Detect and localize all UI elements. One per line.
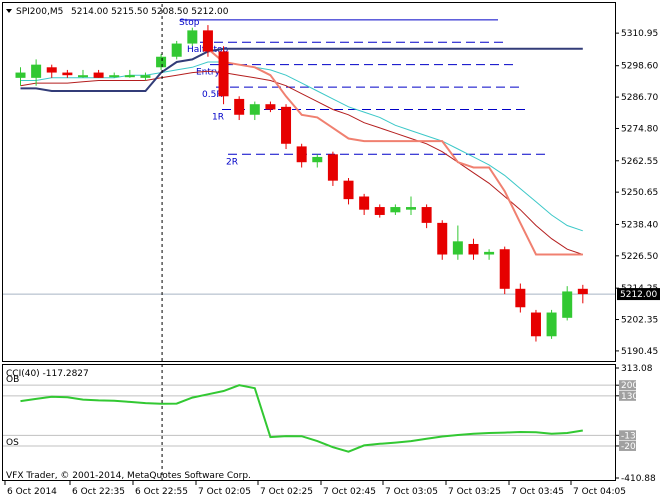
cci-level-tag <box>619 440 636 451</box>
candle-body <box>562 291 573 318</box>
candle-body <box>296 146 307 163</box>
time-axis: 6 Oct 2014 6 Oct 22:35 6 Oct 22:55 7 Oct 02… <box>4 4 626 497</box>
price-tick-label: 5190.45 <box>621 347 658 357</box>
price-tick-label: 5274.80 <box>621 124 658 134</box>
cci-title: CCI(40) -117.2827 <box>6 369 89 379</box>
time-tick-label: 6 Oct 2014 <box>7 487 57 497</box>
candle-body <box>31 64 42 78</box>
current-price-tag: 5212.00 <box>620 290 657 300</box>
symbol-dropdown-icon[interactable] <box>6 9 12 13</box>
time-tick-label: 7 Oct 03:05 <box>385 487 438 497</box>
ohlc-readout: 5214.00 5215.50 5208.50 5212.00 <box>71 7 229 17</box>
symbol-timeframe: SPI200,M5 <box>16 7 63 17</box>
candle-body <box>343 180 354 200</box>
price-tick-label: 5250.65 <box>621 188 658 198</box>
cci-tick-label: 200 <box>621 381 638 391</box>
candle-body <box>93 72 104 78</box>
cci-indicator <box>20 384 583 453</box>
ma-red-line <box>20 70 583 255</box>
current-price-tag-box <box>617 288 660 301</box>
candle-body <box>546 312 557 337</box>
price-tick-label: 5298.60 <box>621 62 658 72</box>
candle-body <box>187 30 198 44</box>
time-tick-label: 7 Oct 03:45 <box>511 487 564 497</box>
price-tick-label: 5286.70 <box>621 93 658 103</box>
candle-body <box>390 207 401 213</box>
candle-body <box>265 104 276 110</box>
candle-body <box>77 75 88 78</box>
candle-body <box>15 72 26 78</box>
candle-body <box>124 75 135 78</box>
price-tick-label: 5226.50 <box>621 252 658 262</box>
candle-body <box>202 30 213 52</box>
trade-level-label: 2R <box>226 157 238 167</box>
time-tick-label: 6 Oct 22:35 <box>72 487 125 497</box>
cci-panel <box>2 364 616 481</box>
candle-body <box>140 75 151 78</box>
cci-tick-label: -410.88 <box>621 474 656 484</box>
price-panel <box>2 2 616 362</box>
candle-body <box>468 243 479 255</box>
candle-body <box>249 104 260 115</box>
trade-level-label: 1R <box>212 112 224 122</box>
cci-level-tag <box>619 380 636 391</box>
time-tick-label: 7 Oct 02:05 <box>198 487 251 497</box>
candle-body <box>421 207 432 223</box>
candle-body <box>452 241 463 255</box>
candle-body <box>437 222 448 255</box>
cci-ob-label: OB <box>6 375 19 385</box>
candle-body <box>359 196 370 210</box>
candle-body <box>484 251 495 255</box>
candle-body <box>374 207 385 215</box>
cci-tick-label: -130 <box>621 431 642 441</box>
time-tick-label: 7 Oct 03:25 <box>448 487 501 497</box>
price-tick-label: 5262.55 <box>621 157 658 167</box>
cci-os-label: OS <box>6 438 19 448</box>
time-tick-label: 7 Oct 02:45 <box>323 487 376 497</box>
candle-body <box>406 207 416 210</box>
trailing-stop-line <box>207 48 583 256</box>
cci-tick-label: 130 <box>621 392 638 402</box>
candle-body <box>577 288 588 295</box>
moving-averages <box>20 47 583 256</box>
ma-navy-line <box>20 47 583 92</box>
price-tick-label: 5310.95 <box>621 29 658 39</box>
candle-body <box>218 51 229 97</box>
candle-body <box>62 72 73 76</box>
copyright-text: VFX Trader, © 2001-2014, MetaQuotes Soft… <box>6 471 251 481</box>
candle-body <box>515 288 526 308</box>
candles <box>15 25 588 342</box>
trade-level-label: 0.5R <box>202 90 223 100</box>
cci-level-tag <box>619 430 636 441</box>
trade-level-label: Stop <box>179 18 200 28</box>
time-tick-label: 7 Oct 04:05 <box>573 487 626 497</box>
candle-body <box>234 98 245 115</box>
candle-body <box>156 56 167 68</box>
candle-body <box>171 43 182 57</box>
candle-body <box>312 156 323 163</box>
price-tick-label: 5238.40 <box>621 220 658 230</box>
candle-body <box>327 154 338 181</box>
candle-body <box>499 249 510 289</box>
cci-tick-label: -200 <box>621 442 642 452</box>
time-tick-label: 6 Oct 22:55 <box>135 487 188 497</box>
time-tick-label: 7 Oct 02:25 <box>260 487 313 497</box>
cci-line <box>20 384 583 453</box>
candle-body <box>530 312 541 337</box>
candle-body <box>281 106 292 144</box>
trade-level-label: Entry <box>196 68 221 78</box>
price-tick-label: 5202.35 <box>621 316 658 326</box>
candle-body <box>109 75 120 78</box>
cci-tick-label: 313.08 <box>621 364 653 374</box>
cci-level-tag <box>619 390 636 401</box>
candle-body <box>46 67 57 73</box>
